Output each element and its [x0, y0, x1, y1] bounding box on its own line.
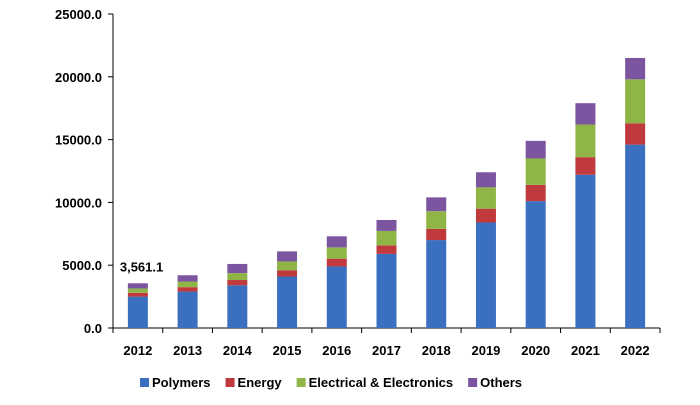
bar-series-group	[127, 57, 646, 328]
x-tick-label: 2022	[621, 343, 650, 358]
bar-segment-polymers-2015	[277, 276, 298, 328]
bar-segment-electrical-electronics-2015	[277, 261, 298, 271]
bar-segment-others-2020	[525, 140, 546, 159]
bar-segment-energy-2015	[277, 270, 298, 277]
bar-segment-others-2017	[376, 219, 397, 231]
bar-segment-energy-2012	[127, 292, 148, 297]
x-axis: 2012 2013 2014 2015 2016 2017 2018 2019 2020 2021…	[112, 327, 661, 358]
legend-label-polymers: Polymers	[152, 375, 211, 390]
x-tick-label: 2012	[123, 343, 152, 358]
x-tick-label: 2017	[372, 343, 401, 358]
y-tick-label: 25000.0	[55, 7, 102, 22]
bar-segment-energy-2022	[625, 123, 646, 145]
bar-segment-others-2016	[326, 236, 347, 248]
bar-segment-energy-2014	[227, 280, 248, 286]
x-tick-label: 2021	[571, 343, 600, 358]
y-axis: 0.0 5000.0 10000.0 15000.0 20000.0 25000.0	[55, 7, 114, 336]
bar-segment-others-2015	[277, 251, 298, 262]
bar-segment-electrical-electronics-2014	[227, 273, 248, 281]
bar-segment-polymers-2013	[177, 291, 198, 328]
bar-segment-polymers-2012	[127, 296, 148, 328]
legend-swatch-others	[468, 378, 478, 387]
x-tick-label: 2015	[273, 343, 302, 358]
bar-segment-others-2022	[625, 57, 646, 80]
bar-segment-energy-2018	[426, 228, 447, 241]
bar-segment-others-2019	[475, 172, 496, 188]
bar-segment-electrical-electronics-2013	[177, 281, 198, 288]
bar-segment-energy-2017	[376, 245, 397, 254]
x-tick-label: 2018	[422, 343, 451, 358]
bar-segment-electrical-electronics-2021	[575, 124, 596, 158]
bar-segment-polymers-2014	[227, 285, 248, 328]
x-tick-label: 2019	[471, 343, 500, 358]
y-tick-label: 10000.0	[55, 195, 102, 210]
legend-label-energy: Energy	[238, 375, 283, 390]
x-tick-label: 2013	[173, 343, 202, 358]
bar-segment-others-2013	[177, 275, 198, 282]
bar-segment-polymers-2016	[326, 266, 347, 328]
bar-segment-energy-2020	[525, 184, 546, 202]
x-tick-label: 2020	[521, 343, 550, 358]
data-label-2012: 3,561.1	[120, 259, 163, 274]
bar-segment-polymers-2021	[575, 174, 596, 328]
legend: Polymers Energy Electrical & Electronics Ot…	[140, 375, 522, 390]
bar-segment-electrical-electronics-2020	[525, 158, 546, 185]
bar-segment-polymers-2022	[625, 144, 646, 328]
y-tick-label: 5000.0	[62, 258, 102, 273]
bar-segment-electrical-electronics-2016	[326, 247, 347, 259]
bar-segment-others-2021	[575, 103, 596, 125]
x-tick-label: 2016	[322, 343, 351, 358]
x-tick-label: 2014	[223, 343, 253, 358]
bar-segment-polymers-2020	[525, 201, 546, 328]
y-tick-label: 20000.0	[55, 70, 102, 85]
bar-segment-energy-2016	[326, 258, 347, 267]
bar-segment-energy-2019	[475, 208, 496, 223]
legend-label-electrical-electronics: Electrical & Electronics	[309, 375, 454, 390]
bar-segment-energy-2013	[177, 287, 198, 292]
y-tick-label: 0.0	[84, 321, 102, 336]
bar-segment-polymers-2019	[475, 222, 496, 328]
legend-swatch-polymers	[140, 378, 149, 387]
bar-segment-energy-2021	[575, 157, 596, 175]
bar-segment-others-2012	[127, 283, 148, 289]
legend-label-others: Others	[480, 375, 522, 390]
bar-segment-others-2018	[426, 197, 447, 212]
annotations-group: 3,561.1	[120, 259, 163, 274]
bar-segment-electrical-electronics-2012	[127, 288, 148, 293]
bar-segment-electrical-electronics-2022	[625, 79, 646, 124]
bar-segment-electrical-electronics-2018	[426, 211, 447, 229]
bar-segment-polymers-2017	[376, 253, 397, 328]
bar-segment-polymers-2018	[426, 240, 447, 328]
legend-swatch-electrical-electronics	[296, 378, 306, 387]
y-tick-label: 15000.0	[55, 133, 102, 148]
bar-segment-electrical-electronics-2017	[376, 230, 397, 246]
bar-segment-others-2014	[227, 263, 248, 274]
legend-swatch-energy	[225, 378, 235, 387]
bar-segment-electrical-electronics-2019	[475, 187, 496, 209]
